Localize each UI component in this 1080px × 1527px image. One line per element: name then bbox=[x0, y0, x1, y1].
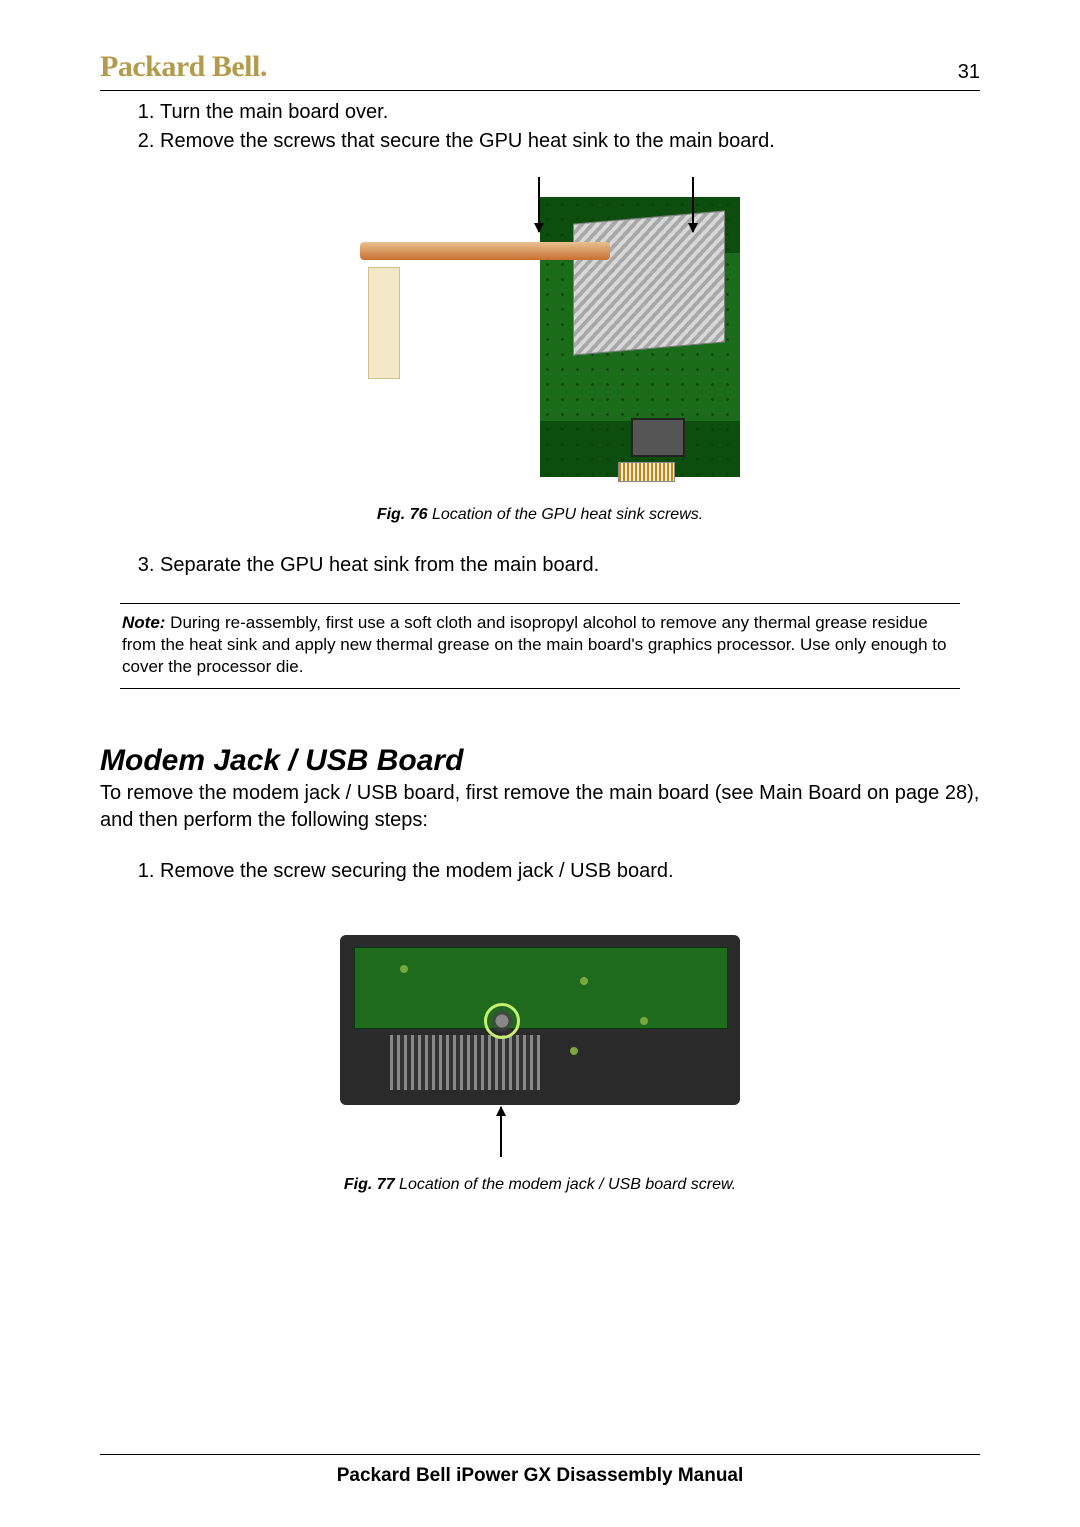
page-number: 31 bbox=[958, 61, 980, 84]
page-footer: Packard Bell iPower GX Disassembly Manua… bbox=[100, 1454, 980, 1487]
header-rule bbox=[100, 90, 980, 91]
page-header: Packard Bell. 31 bbox=[100, 50, 980, 90]
figure-caption: Fig. 76 Location of the GPU heat sink sc… bbox=[100, 506, 980, 524]
list-item: Turn the main board over. bbox=[160, 99, 980, 126]
footer-text: Packard Bell iPower GX Disassembly Manua… bbox=[100, 1461, 980, 1487]
figure-caption-text: Location of the modem jack / USB board s… bbox=[395, 1176, 737, 1193]
note-box: Note: During re-assembly, first use a so… bbox=[120, 603, 960, 689]
figure-76: Fig. 76 Location of the GPU heat sink sc… bbox=[100, 177, 980, 524]
brand-logo: Packard Bell. bbox=[100, 50, 267, 84]
figure-label: Fig. 76 bbox=[377, 506, 428, 523]
steps-list-a: Turn the main board over. Remove the scr… bbox=[130, 99, 980, 157]
figure-77: Fig. 77 Location of the modem jack / USB… bbox=[100, 917, 980, 1194]
gpu-heatsink-image bbox=[340, 177, 740, 487]
section-intro: To remove the modem jack / USB board, fi… bbox=[100, 780, 980, 834]
modem-usb-board-image bbox=[340, 917, 740, 1157]
list-item: Remove the screws that secure the GPU he… bbox=[160, 128, 980, 155]
figure-label: Fig. 77 bbox=[344, 1176, 395, 1193]
footer-rule bbox=[100, 1454, 980, 1455]
section-heading: Modem Jack / USB Board bbox=[100, 744, 980, 778]
list-item: Remove the screw securing the modem jack… bbox=[160, 858, 980, 885]
steps-list-c: Remove the screw securing the modem jack… bbox=[130, 858, 980, 887]
steps-list-b: Separate the GPU heat sink from the main… bbox=[130, 552, 980, 581]
list-item: Separate the GPU heat sink from the main… bbox=[160, 552, 980, 579]
page-container: Packard Bell. 31 Turn the main board ove… bbox=[0, 0, 1080, 1527]
note-label: Note: bbox=[122, 613, 165, 632]
figure-caption: Fig. 77 Location of the modem jack / USB… bbox=[100, 1176, 980, 1194]
note-text: During re-assembly, first use a soft clo… bbox=[122, 613, 946, 676]
figure-caption-text: Location of the GPU heat sink screws. bbox=[428, 506, 704, 523]
